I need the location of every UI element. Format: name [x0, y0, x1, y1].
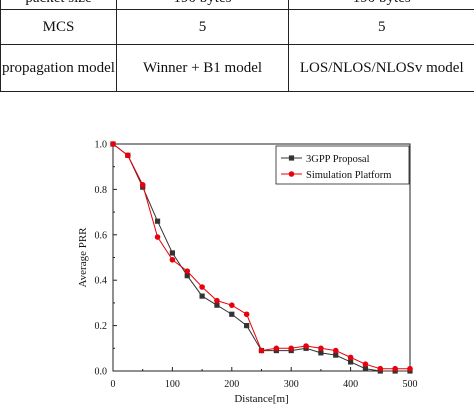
data-point-2 [347, 354, 354, 361]
data-point-2 [139, 182, 146, 188]
data-point-2 [377, 365, 384, 372]
y-axis-label: Average PRR [77, 227, 89, 288]
y-tick-label: 0.0 [95, 367, 108, 378]
x-axis-label: Distance[m] [234, 393, 288, 405]
data-point-2 [214, 297, 220, 304]
x-tick-label: 500 [403, 379, 418, 390]
table-row: packet size 190 bytes 190 bytes [0, 0, 474, 10]
y-tick-label: 0.6 [95, 230, 108, 241]
y-tick-label: 1.0 [95, 140, 108, 151]
legend-marker-2 [288, 171, 295, 177]
data-point-2 [288, 345, 295, 352]
legend-entry-2: Simulation Platform [306, 170, 391, 181]
data-point-2 [258, 347, 265, 354]
data-point-2 [229, 302, 235, 308]
data-point-2 [332, 347, 339, 354]
data-point-1 [169, 250, 175, 256]
data-point-2 [184, 268, 191, 274]
table-cell-param: MCS [0, 9, 117, 45]
table-cell-value: 5 [288, 9, 474, 45]
x-tick-label: 100 [165, 379, 180, 390]
x-tick-label: 400 [343, 379, 358, 390]
legend-entry-1: 3GPP Proposal [306, 154, 370, 165]
table-cell-value: 5 [116, 9, 289, 45]
table-cell-value: 190 bytes [116, 0, 289, 10]
data-point-2 [243, 311, 250, 318]
data-point-1 [362, 366, 369, 372]
table-cell-value: LOS/NLOS/NLOSv model [288, 44, 474, 92]
data-point-2 [318, 345, 324, 352]
x-tick-label: 300 [284, 379, 299, 390]
y-tick-label: 0.8 [95, 185, 108, 196]
prr-line-chart: 0 100 200 300 400 500 0.0 0.2 0.4 0.6 0.8 1.0 Distan… [77, 140, 418, 406]
data-point-2 [199, 284, 205, 290]
data-point-1 [333, 352, 339, 358]
table-cell-value: 190 bytes [288, 0, 474, 10]
data-point-2 [110, 141, 116, 147]
data-point-2 [303, 343, 309, 349]
table-cell-value: Winner + B1 model [116, 44, 289, 92]
table-row: propagation model Winner + B1 model LOS/… [0, 44, 474, 92]
data-point-1 [214, 302, 220, 308]
data-point-1 [244, 323, 250, 329]
table-row: MCS 5 5 [0, 9, 474, 45]
data-point-2 [169, 256, 176, 263]
x-tick-label: 200 [224, 379, 239, 390]
data-point-1 [154, 218, 161, 224]
y-tick-label: 0.4 [95, 276, 108, 287]
data-point-1 [184, 273, 190, 279]
legend-marker-1 [288, 155, 295, 161]
legend: 3GPP Proposal Simulation Platform [275, 145, 410, 185]
parameter-table: packet size 190 bytes 190 bytes MCS 5 5 … [0, 0, 474, 92]
data-point-1 [199, 293, 205, 299]
table-cell-param: packet size [0, 0, 117, 10]
data-point-2 [273, 345, 280, 352]
data-point-2 [362, 361, 369, 367]
data-point-1 [229, 311, 235, 317]
x-tick-label: 0 [111, 379, 116, 390]
data-point-1 [348, 359, 354, 365]
data-point-2 [392, 365, 398, 372]
data-point-2 [125, 152, 131, 159]
table-cell-param: propagation model [0, 44, 117, 92]
data-point-1 [318, 350, 324, 356]
data-point-2 [407, 365, 413, 372]
y-tick-label: 0.2 [95, 321, 108, 332]
legend-box [275, 145, 410, 185]
data-point-2 [154, 234, 161, 240]
